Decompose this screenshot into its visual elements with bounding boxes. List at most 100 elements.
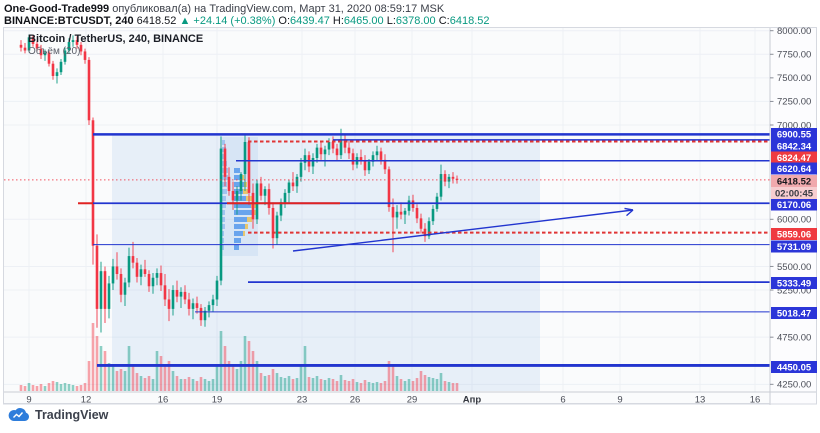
candle-body — [27, 37, 31, 51]
low-label: L: — [386, 15, 396, 27]
volume-bar — [207, 381, 211, 391]
time-tick-label: 6 — [560, 395, 565, 406]
candle-body — [107, 283, 111, 309]
trend-arrow-head — [624, 207, 634, 217]
volume-bar — [243, 336, 247, 391]
trend-arrow-line[interactable] — [292, 209, 634, 252]
price-tick-label: 7750.00 — [777, 50, 811, 61]
symbol-name: BINANCE:BTCUSDT, 240 — [4, 15, 134, 27]
volume-bar — [323, 380, 327, 391]
tradingview-cloud-icon — [8, 408, 30, 422]
volume-bar — [275, 373, 279, 391]
volume-bar — [171, 371, 175, 391]
volume-bar — [231, 366, 235, 391]
candle-body — [59, 61, 63, 73]
candle-body — [443, 174, 447, 182]
candle-body — [275, 215, 279, 239]
volume-profile-faint-row — [222, 189, 227, 194]
chart-canvas[interactable]: 8000.00 7750.00 7500.00 7250.00 7000.00 6000.… — [0, 27, 820, 405]
time-tick-label: 9 — [617, 395, 622, 406]
time-tick-label: 16 — [750, 395, 761, 406]
volume-bar — [127, 346, 131, 391]
candle-body — [75, 40, 79, 45]
volume-bar — [291, 379, 295, 391]
price-tick-label: 6000.00 — [777, 215, 811, 226]
candle-body — [151, 277, 155, 287]
candle-body — [191, 303, 195, 309]
high-value: 6465.00 — [343, 15, 384, 27]
volume-bar — [87, 361, 91, 391]
volume-profile-row — [234, 182, 244, 187]
candle-body — [375, 151, 379, 156]
candle-body — [251, 192, 255, 220]
volume-bar — [167, 361, 171, 391]
volume-bar — [375, 382, 379, 391]
volume-bar — [379, 383, 383, 391]
volume-bar — [115, 371, 119, 391]
candle-body — [215, 280, 219, 300]
volume-study-legend[interactable]: Объём (20) — [28, 46, 81, 57]
price-axis-area[interactable] — [770, 28, 817, 404]
candle-body — [19, 44, 23, 48]
candle-body — [451, 176, 455, 179]
candle-body — [431, 208, 435, 222]
volume-bar — [47, 383, 51, 391]
volume-bar — [155, 351, 159, 391]
volume-profile-row — [234, 231, 243, 236]
volume-bar — [319, 379, 323, 391]
volume-bar — [83, 383, 87, 391]
candle-body — [367, 161, 371, 171]
close-value: 6418.52 — [449, 15, 490, 27]
price-tick-label: 7250.00 — [777, 97, 811, 108]
candle-body — [71, 40, 75, 43]
price-tick-label: 4250.00 — [777, 380, 811, 391]
price-badge — [771, 128, 817, 140]
candle-body — [315, 147, 319, 159]
volume-bar — [211, 379, 215, 391]
volume-bar — [299, 366, 303, 391]
candle-body — [335, 148, 339, 156]
volume-bar — [35, 386, 39, 391]
price-badge — [771, 307, 817, 319]
candle-body — [359, 157, 363, 161]
candle-body — [147, 273, 151, 287]
volume-profile-row — [234, 196, 246, 201]
volume-bar — [407, 379, 411, 391]
volume-bar — [67, 384, 71, 391]
volume-bar — [391, 366, 395, 391]
candle-body — [427, 221, 431, 237]
volume-bar — [91, 323, 95, 391]
volume-bar — [51, 381, 55, 391]
volume-bar — [255, 361, 259, 391]
volume-profile-value-area — [244, 182, 247, 187]
candle-body — [331, 141, 335, 149]
candle-body — [263, 189, 267, 196]
volume-bar — [123, 371, 127, 391]
price-badge — [771, 162, 817, 175]
candle-body — [311, 158, 315, 167]
volume-bar — [351, 379, 355, 391]
candle-body — [35, 43, 39, 49]
volume-bar — [259, 373, 263, 391]
candle-body — [255, 183, 259, 220]
candle-body — [195, 303, 199, 308]
volume-bar — [443, 381, 447, 391]
price-tick-label: 5250.00 — [777, 285, 811, 296]
volume-bar — [23, 386, 27, 391]
author-name: One-Good-Trade999 — [4, 3, 110, 15]
volume-bar — [343, 380, 347, 391]
candle-body — [91, 120, 95, 246]
volume-bar — [215, 366, 219, 391]
volume-profile-value-area — [245, 224, 248, 229]
volume-bar — [367, 382, 371, 391]
candle-body — [363, 160, 367, 171]
volume-bar — [427, 377, 431, 391]
candle-body — [167, 299, 171, 309]
volume-bar — [203, 379, 207, 391]
tradingview-watermark[interactable]: TradingView — [8, 407, 108, 422]
open-value: 6439.47 — [290, 15, 330, 27]
volume-bar — [399, 379, 403, 391]
chart-legend-title[interactable]: Bitcoin / TetherUS, 240, BINANCE — [28, 33, 204, 45]
price-badge — [771, 198, 817, 211]
candle-body — [99, 271, 103, 309]
